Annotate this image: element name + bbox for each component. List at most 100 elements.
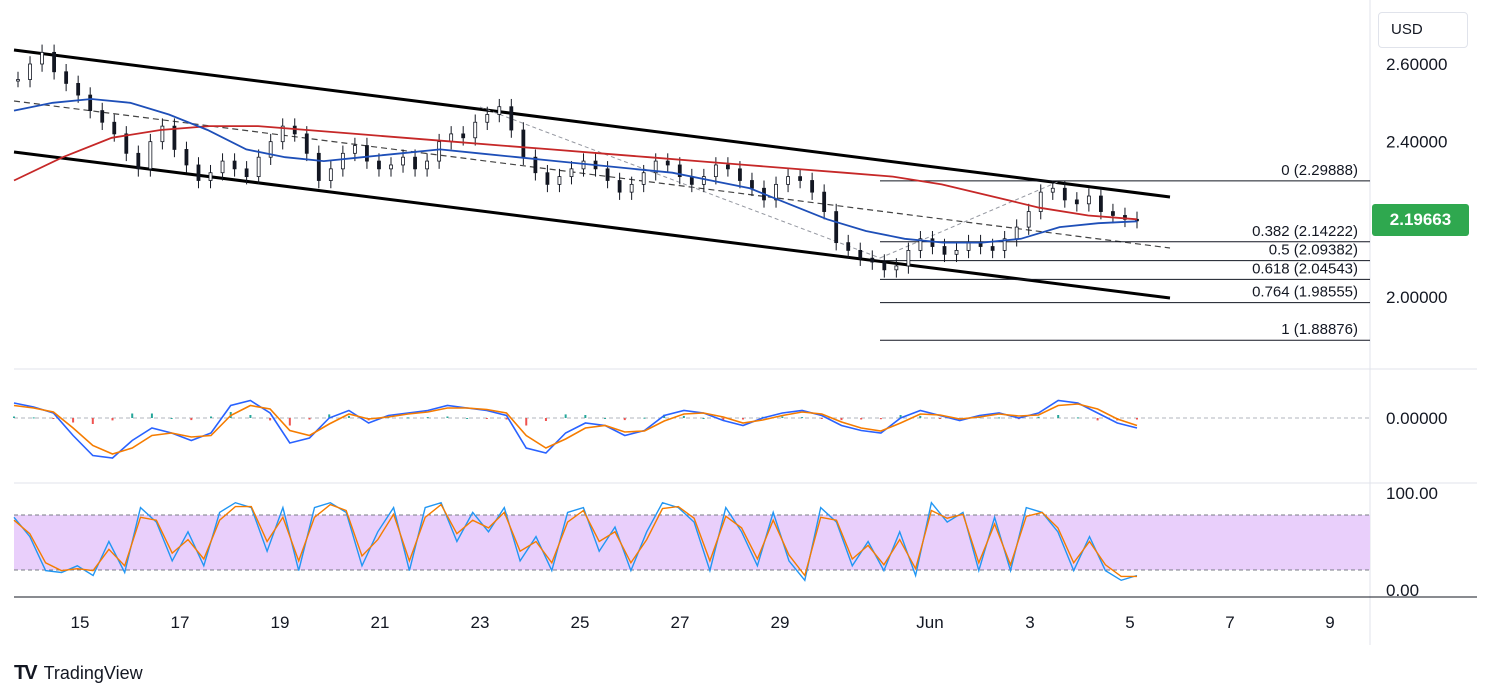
macd-signal-line	[13, 403, 1138, 455]
candle-body	[701, 176, 706, 185]
fib-level-label: 1 (1.88876)	[1281, 321, 1358, 338]
macd-histogram-bar	[446, 416, 449, 418]
macd-histogram-bar	[623, 418, 626, 421]
candle-body	[1026, 211, 1031, 228]
y-axis-tick-label: 100.00	[1386, 484, 1438, 503]
candle-body	[509, 106, 514, 131]
candle-body	[88, 94, 93, 111]
candle-body	[172, 125, 177, 150]
macd-histogram-bar	[131, 413, 134, 418]
x-axis-tick-label: Jun	[916, 613, 943, 632]
macd-histogram-bar	[860, 418, 863, 420]
candle-body	[473, 121, 478, 139]
candle-body	[798, 176, 802, 181]
macd-histogram-bar	[1057, 415, 1060, 418]
candle-body	[304, 133, 309, 154]
macd-histogram-bar	[328, 414, 331, 418]
macd-histogram-bar	[32, 417, 35, 419]
macd-histogram-bar	[150, 413, 153, 418]
fib-level-label: 0.764 (1.98555)	[1252, 284, 1358, 301]
candle-body	[340, 152, 345, 170]
x-axis-tick-label: 23	[471, 613, 490, 632]
stochastic-d-line	[13, 503, 1137, 578]
candle-body	[377, 160, 381, 170]
candle-body	[389, 164, 393, 170]
macd-histogram-bar	[210, 416, 213, 418]
candle-body	[1099, 195, 1103, 212]
fib-level-label: 0.5 (2.09382)	[1269, 242, 1358, 259]
candle-body	[413, 156, 417, 170]
macd-histogram-bar	[347, 415, 350, 418]
macd-histogram-bar	[72, 418, 75, 423]
candle-body	[100, 110, 105, 123]
candle-body	[629, 183, 634, 193]
macd-line	[13, 399, 1138, 459]
x-axis-tick-label: 7	[1225, 613, 1234, 632]
macd-histogram-bar	[998, 417, 1001, 419]
macd-histogram-bar	[288, 418, 291, 426]
candle-body	[244, 168, 249, 178]
candle-body	[220, 160, 225, 174]
candle-body	[942, 246, 947, 255]
x-axis-tick-label: 19	[271, 613, 290, 632]
candle-body	[954, 249, 959, 255]
candle-body	[786, 176, 790, 185]
candle-body	[365, 145, 369, 162]
candle-body	[485, 114, 490, 123]
macd-histogram-bar	[702, 418, 705, 419]
fib-level-label: 0.618 (2.04543)	[1252, 260, 1358, 277]
macd-histogram-bar	[682, 415, 685, 418]
y-axis-tick-label: 0.00000	[1386, 409, 1447, 428]
candle-body	[148, 141, 153, 170]
x-axis-tick-label: 5	[1125, 613, 1134, 632]
macd-histogram-bar	[801, 417, 804, 419]
y-axis-tick-label: 2.60000	[1386, 55, 1447, 74]
candle-body	[689, 176, 694, 185]
sma-fast-line	[13, 98, 1138, 244]
macd-histogram-bar	[269, 418, 272, 421]
macd-histogram-bar	[1076, 417, 1079, 419]
candle-body	[858, 249, 863, 259]
candle-body	[990, 246, 995, 251]
candle-body	[208, 172, 213, 181]
macd-histogram-bar	[1037, 416, 1040, 418]
candle-body	[280, 125, 285, 143]
currency-selector[interactable]: USD	[1378, 12, 1468, 48]
x-axis-tick-label: 29	[771, 613, 790, 632]
candle-body	[569, 168, 574, 178]
macd-histogram-bar	[1096, 418, 1099, 421]
candle-body	[16, 79, 20, 82]
candle-body	[124, 133, 129, 154]
candle-body	[401, 156, 405, 166]
candle-body	[677, 164, 682, 178]
stochastic-k-line	[13, 501, 1138, 582]
candle-body	[1050, 187, 1055, 193]
macd-histogram-bar	[426, 417, 429, 419]
candle-body	[1111, 211, 1115, 216]
brand[interactable]: TV TradingView	[14, 660, 143, 686]
macd-histogram-bar	[564, 414, 567, 418]
candle-body	[665, 160, 670, 166]
candle-body	[40, 51, 44, 65]
fib-level-label: 0 (2.29888)	[1281, 162, 1358, 179]
candle-body	[726, 164, 730, 170]
candle-body	[653, 160, 658, 174]
candle-body	[112, 121, 117, 135]
macd-histogram-bar	[485, 418, 488, 419]
candle-body	[605, 168, 610, 181]
candle-body	[810, 180, 815, 193]
candle-body	[1002, 238, 1007, 251]
candle-body	[1074, 199, 1079, 205]
macd-histogram-bar	[13, 416, 15, 418]
macd-histogram-bar	[643, 417, 646, 419]
macd-histogram-bar	[249, 415, 252, 418]
fib-level-label: 0.382 (2.14222)	[1252, 223, 1358, 240]
candle-body	[232, 160, 237, 170]
candle-body	[497, 106, 502, 115]
brand-name: TradingView	[43, 662, 143, 683]
candle-body	[1014, 226, 1019, 240]
y-axis-tick-label: 2.00000	[1386, 288, 1447, 307]
candle-body	[353, 145, 357, 154]
candle-body	[894, 265, 899, 271]
